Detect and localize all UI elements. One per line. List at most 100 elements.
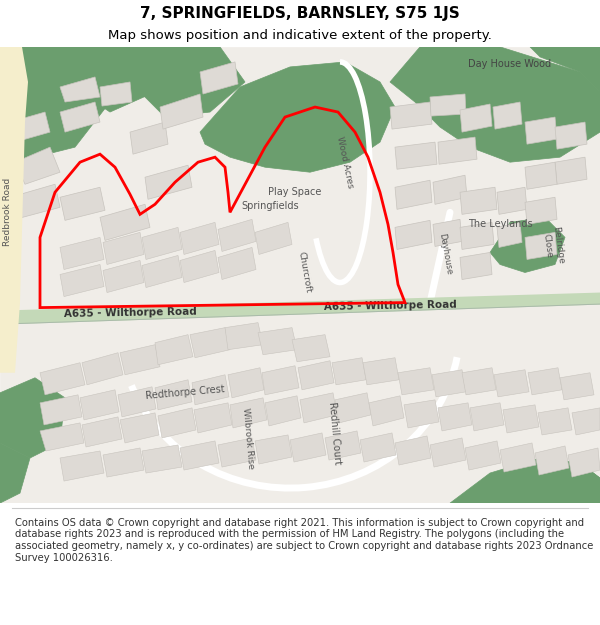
Polygon shape <box>433 175 467 204</box>
Polygon shape <box>525 162 557 189</box>
Polygon shape <box>0 378 65 458</box>
Polygon shape <box>568 448 600 477</box>
Polygon shape <box>535 446 569 475</box>
Polygon shape <box>555 157 587 184</box>
Polygon shape <box>395 142 437 169</box>
Text: Dayhouse: Dayhouse <box>437 233 453 276</box>
Polygon shape <box>404 400 439 428</box>
Polygon shape <box>180 441 219 470</box>
Polygon shape <box>0 304 600 324</box>
Polygon shape <box>194 403 232 433</box>
Polygon shape <box>0 443 30 503</box>
Polygon shape <box>465 441 501 470</box>
Polygon shape <box>100 204 150 241</box>
Polygon shape <box>0 47 110 162</box>
Polygon shape <box>390 102 432 129</box>
Polygon shape <box>190 328 230 357</box>
Polygon shape <box>55 47 155 112</box>
Polygon shape <box>525 117 557 144</box>
Polygon shape <box>265 396 301 426</box>
Polygon shape <box>493 102 522 129</box>
Polygon shape <box>432 370 466 397</box>
Polygon shape <box>118 387 156 417</box>
Polygon shape <box>160 94 203 129</box>
Polygon shape <box>230 398 267 428</box>
Polygon shape <box>298 361 334 390</box>
Polygon shape <box>155 334 193 365</box>
Polygon shape <box>572 408 600 435</box>
Polygon shape <box>363 357 399 385</box>
Polygon shape <box>258 328 297 355</box>
Polygon shape <box>335 393 371 423</box>
Polygon shape <box>450 458 600 503</box>
Polygon shape <box>290 433 326 462</box>
Polygon shape <box>218 438 256 467</box>
Text: 7, SPRINGFIELDS, BARNSLEY, S75 1JS: 7, SPRINGFIELDS, BARNSLEY, S75 1JS <box>140 6 460 21</box>
Polygon shape <box>525 232 557 259</box>
Polygon shape <box>80 390 119 420</box>
Text: Day House Wood: Day House Wood <box>469 59 551 69</box>
Polygon shape <box>0 292 600 324</box>
Polygon shape <box>60 264 104 296</box>
Polygon shape <box>438 403 472 431</box>
Polygon shape <box>550 463 600 503</box>
Polygon shape <box>332 357 366 385</box>
Polygon shape <box>60 451 104 481</box>
Polygon shape <box>192 375 229 405</box>
Polygon shape <box>142 228 182 259</box>
Text: The Leylands: The Leylands <box>467 219 532 229</box>
Polygon shape <box>40 395 82 425</box>
Polygon shape <box>82 352 123 385</box>
Text: Springfields: Springfields <box>241 201 299 211</box>
Text: A635 - Wilthorpe Road: A635 - Wilthorpe Road <box>64 306 197 319</box>
Polygon shape <box>0 47 600 503</box>
Text: Contains OS data © Crown copyright and database right 2021. This information is : Contains OS data © Crown copyright and d… <box>15 518 593 562</box>
Polygon shape <box>145 165 192 199</box>
Text: Play Space: Play Space <box>268 188 322 198</box>
Polygon shape <box>460 222 494 249</box>
Polygon shape <box>460 253 492 279</box>
Polygon shape <box>218 248 256 279</box>
Polygon shape <box>398 368 434 395</box>
Polygon shape <box>0 47 28 372</box>
Polygon shape <box>497 222 522 248</box>
Text: A635 - Wilthorpe Road: A635 - Wilthorpe Road <box>323 299 457 312</box>
Polygon shape <box>460 104 492 132</box>
Polygon shape <box>103 261 144 292</box>
Text: Redhill Court: Redhill Court <box>327 401 343 465</box>
Text: Map shows position and indicative extent of the property.: Map shows position and indicative extent… <box>108 29 492 42</box>
Polygon shape <box>300 393 337 423</box>
Polygon shape <box>103 448 144 477</box>
Polygon shape <box>325 431 361 460</box>
Polygon shape <box>82 417 122 447</box>
Text: Churcroft: Churcroft <box>297 251 313 294</box>
Polygon shape <box>530 47 600 92</box>
Polygon shape <box>120 345 160 375</box>
Polygon shape <box>500 443 536 472</box>
Text: Belridge
Close: Belridge Close <box>541 226 565 266</box>
Polygon shape <box>395 180 432 209</box>
Polygon shape <box>538 408 572 435</box>
Polygon shape <box>292 334 330 362</box>
Polygon shape <box>503 405 539 433</box>
Polygon shape <box>60 238 104 269</box>
Polygon shape <box>200 62 238 94</box>
Polygon shape <box>180 251 219 282</box>
Polygon shape <box>100 82 132 106</box>
Polygon shape <box>494 370 529 397</box>
Polygon shape <box>10 184 60 219</box>
Polygon shape <box>395 436 431 465</box>
Polygon shape <box>255 435 292 464</box>
Polygon shape <box>142 445 182 473</box>
Polygon shape <box>218 219 256 251</box>
Polygon shape <box>158 408 196 438</box>
Polygon shape <box>497 188 527 214</box>
Polygon shape <box>200 62 395 172</box>
Polygon shape <box>130 47 245 117</box>
Polygon shape <box>525 198 557 224</box>
Polygon shape <box>528 368 562 395</box>
Polygon shape <box>390 47 600 162</box>
Polygon shape <box>155 380 192 410</box>
Text: Wood Acres: Wood Acres <box>335 136 355 189</box>
Polygon shape <box>60 77 100 102</box>
